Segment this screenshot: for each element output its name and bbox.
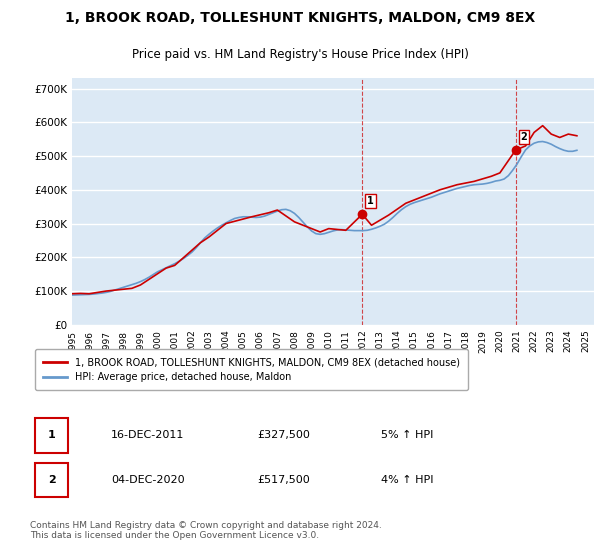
Text: Price paid vs. HM Land Registry's House Price Index (HPI): Price paid vs. HM Land Registry's House … (131, 48, 469, 61)
Text: 1, BROOK ROAD, TOLLESHUNT KNIGHTS, MALDON, CM9 8EX: 1, BROOK ROAD, TOLLESHUNT KNIGHTS, MALDO… (65, 11, 535, 25)
FancyBboxPatch shape (35, 418, 68, 452)
Text: 4% ↑ HPI: 4% ↑ HPI (381, 475, 433, 485)
Text: £327,500: £327,500 (257, 431, 310, 441)
Text: 1: 1 (48, 431, 55, 441)
Legend: 1, BROOK ROAD, TOLLESHUNT KNIGHTS, MALDON, CM9 8EX (detached house), HPI: Averag: 1, BROOK ROAD, TOLLESHUNT KNIGHTS, MALDO… (35, 349, 467, 390)
Text: Contains HM Land Registry data © Crown copyright and database right 2024.
This d: Contains HM Land Registry data © Crown c… (30, 521, 382, 540)
Text: 04-DEC-2020: 04-DEC-2020 (111, 475, 185, 485)
Text: 2: 2 (48, 475, 55, 485)
Text: 5% ↑ HPI: 5% ↑ HPI (381, 431, 433, 441)
Text: 1: 1 (367, 196, 374, 206)
Text: £517,500: £517,500 (257, 475, 310, 485)
Text: 16-DEC-2011: 16-DEC-2011 (111, 431, 184, 441)
Text: 2: 2 (521, 132, 527, 142)
FancyBboxPatch shape (35, 463, 68, 497)
